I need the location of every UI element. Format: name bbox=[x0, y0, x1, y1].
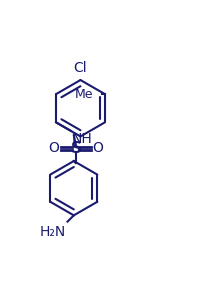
Text: H₂N: H₂N bbox=[39, 225, 65, 239]
Text: Cl: Cl bbox=[74, 61, 87, 75]
Text: S: S bbox=[70, 141, 81, 156]
Text: NH: NH bbox=[72, 132, 92, 146]
Text: Me: Me bbox=[75, 88, 93, 101]
Text: O: O bbox=[92, 142, 103, 156]
Text: O: O bbox=[49, 142, 60, 156]
